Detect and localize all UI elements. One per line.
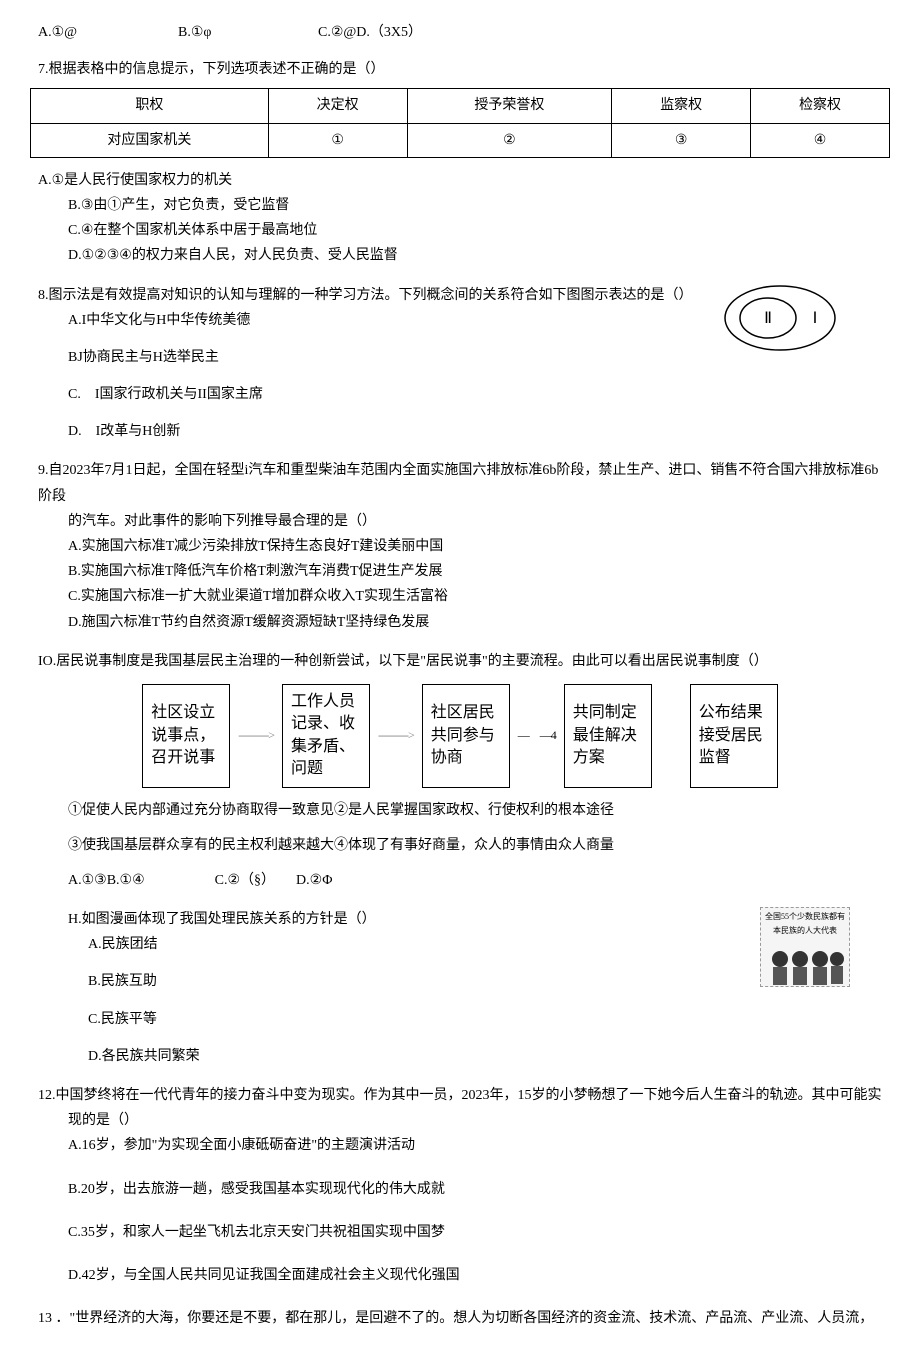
- q12-opt-b: B.20岁，出去旅游一趟，感受我国基本实现现代化的伟大成就: [30, 1177, 890, 1202]
- th-honor: 授予荣誉权: [407, 89, 612, 123]
- q10-statements-2: ③使我国基层群众享有的民主权利越来越大④体现了有事好商量，众人的事情由众人商量: [30, 833, 890, 858]
- q7-opt-a: A.①是人民行使国家权力的机关: [30, 168, 890, 193]
- td-1: ①: [268, 123, 407, 157]
- q9-opt-a: A.实施国六标准T减少污染排放T保持生态良好T建设美丽中国: [30, 534, 890, 559]
- td-4: ④: [751, 123, 890, 157]
- q7-opt-c: C.④在整个国家机关体系中居于最高地位: [30, 218, 890, 243]
- q7-opt-d: D.①②③④的权力来自人民，对人民负责、受人民监督: [30, 243, 890, 268]
- question-8: 8.图示法是有效提高对知识的认知与理解的一种学习方法。下列概念间的关系符合如下图…: [30, 283, 890, 445]
- q9-stem-l1: 9.自2023年7月1日起，全国在轻型i汽车和重型柴油车范围内全面实施国六排放标…: [30, 458, 890, 508]
- question-12: 12.中国梦终将在一代代青年的接力奋斗中变为现实。作为其中一员，2023年，15…: [30, 1083, 890, 1288]
- q6-options: A.①@ B.①φ C.②@D.（3X5）: [30, 20, 890, 45]
- venn-diagram: Ⅱ Ⅰ: [720, 278, 850, 367]
- q10-stem: IO.居民说事制度是我国基层民主治理的一种创新尝试，以下是"居民说事"的主要流程…: [30, 649, 890, 674]
- flow-diagram: 社区设立说事点，召开说事 ----------> 工作人员记录、收集矛盾、问题 …: [30, 684, 890, 788]
- question-7: 7.根据表格中的信息提示，下列选项表述不正确的是（） 职权 决定权 授予荣誉权 …: [30, 57, 890, 268]
- venn-inner-label: Ⅱ: [764, 310, 772, 327]
- q12-opt-c: C.35岁，和家人一起坐飞机去北京天安门共祝祖国实现中国梦: [30, 1220, 890, 1245]
- q6-option-a: A.①@: [38, 20, 118, 45]
- q7-table: 职权 决定权 授予荣誉权 监察权 检察权 对应国家机关 ① ② ③ ④: [30, 88, 890, 157]
- th-supervise: 监察权: [612, 89, 751, 123]
- arrow-icon: ---------->: [230, 684, 282, 788]
- q11-opt-c: C.民族平等: [30, 1007, 890, 1032]
- flow-box-2: 工作人员记录、收集矛盾、问题: [282, 684, 370, 788]
- q9-opt-b: B.实施国六标准T降低汽车价格T刺激汽车消费T促进生产发展: [30, 559, 890, 584]
- th-decide: 决定权: [268, 89, 407, 123]
- q13-stem: 13 ．"世界经济的大海，你要还是不要，都在那儿，是回避不了的。想人为切断各国经…: [30, 1306, 890, 1331]
- th-power: 职权: [31, 89, 269, 123]
- question-10: IO.居民说事制度是我国基层民主治理的一种创新尝试，以下是"居民说事"的主要流程…: [30, 649, 890, 893]
- flow-box-5: 公布结果接受居民监督: [690, 684, 778, 788]
- td-2: ②: [407, 123, 612, 157]
- q8-opt-d: D. I改革与H创新: [30, 419, 890, 444]
- q11-opt-d: D.各民族共同繁荣: [30, 1044, 890, 1069]
- q7-opt-b: B.③由①产生，对它负责，受它监督: [30, 193, 890, 218]
- q9-stem-l2: 的汽车。对此事件的影响下列推导最合理的是（）: [30, 509, 890, 534]
- td-3: ③: [612, 123, 751, 157]
- q9-opt-c: C.实施国六标准一扩大就业渠道T增加群众收入T实现生活富裕: [30, 584, 890, 609]
- q7-stem: 7.根据表格中的信息提示，下列选项表述不正确的是（）: [30, 57, 890, 82]
- q6-option-b: B.①φ: [178, 20, 258, 45]
- question-9: 9.自2023年7月1日起，全国在轻型i汽车和重型柴油车范围内全面实施国六排放标…: [30, 458, 890, 634]
- question-11: H.如图漫画体现了我国处理民族关系的方针是（） 全国55个少数民族都有本民族的人…: [30, 907, 890, 1069]
- question-13: 13 ．"世界经济的大海，你要还是不要，都在那儿，是回避不了的。想人为切断各国经…: [30, 1306, 890, 1331]
- q10-opts: A.①③B.①④ C.②（§） D.②Φ: [30, 868, 890, 893]
- arrow-icon: [652, 684, 690, 788]
- table-header-row: 职权 决定权 授予荣誉权 监察权 检察权: [31, 89, 890, 123]
- flow-box-3: 社区居民共同参与协商: [422, 684, 510, 788]
- arrow-icon: ---------->: [370, 684, 422, 788]
- arrow-icon: — —4: [510, 684, 564, 788]
- q12-stem-l2: 现的是（）: [30, 1108, 890, 1133]
- q9-opt-d: D.施国六标准T节约自然资源T缓解资源短缺T坚持绿色发展: [30, 610, 890, 635]
- q12-stem-l1: 12.中国梦终将在一代代青年的接力奋斗中变为现实。作为其中一员，2023年，15…: [30, 1083, 890, 1108]
- q6-option-c: C.②@D.（3X5）: [318, 20, 422, 45]
- flow-box-1: 社区设立说事点，召开说事: [142, 684, 230, 788]
- cartoon-caption: 全国55个少数民族都有本民族的人大代表: [763, 910, 847, 939]
- th-procurator: 检察权: [751, 89, 890, 123]
- q10-statements-1: ①促使人民内部通过充分协商取得一致意见②是人民掌握国家政权、行使权利的根本途径: [30, 798, 890, 823]
- q12-opt-a: A.16岁，参加"为实现全面小康砥砺奋进"的主题演讲活动: [30, 1133, 890, 1158]
- q12-opt-d: D.42岁，与全国人民共同见证我国全面建成社会主义现代化强国: [30, 1263, 890, 1288]
- table-data-row: 对应国家机关 ① ② ③ ④: [31, 123, 890, 157]
- q8-opt-c: C. I国家行政机关与II国家主席: [30, 382, 890, 407]
- flow-box-4: 共同制定最佳解决方案: [564, 684, 652, 788]
- td-label: 对应国家机关: [31, 123, 269, 157]
- venn-outer-label: Ⅰ: [813, 310, 818, 327]
- cartoon-image: 全国55个少数民族都有本民族的人大代表: [760, 907, 850, 987]
